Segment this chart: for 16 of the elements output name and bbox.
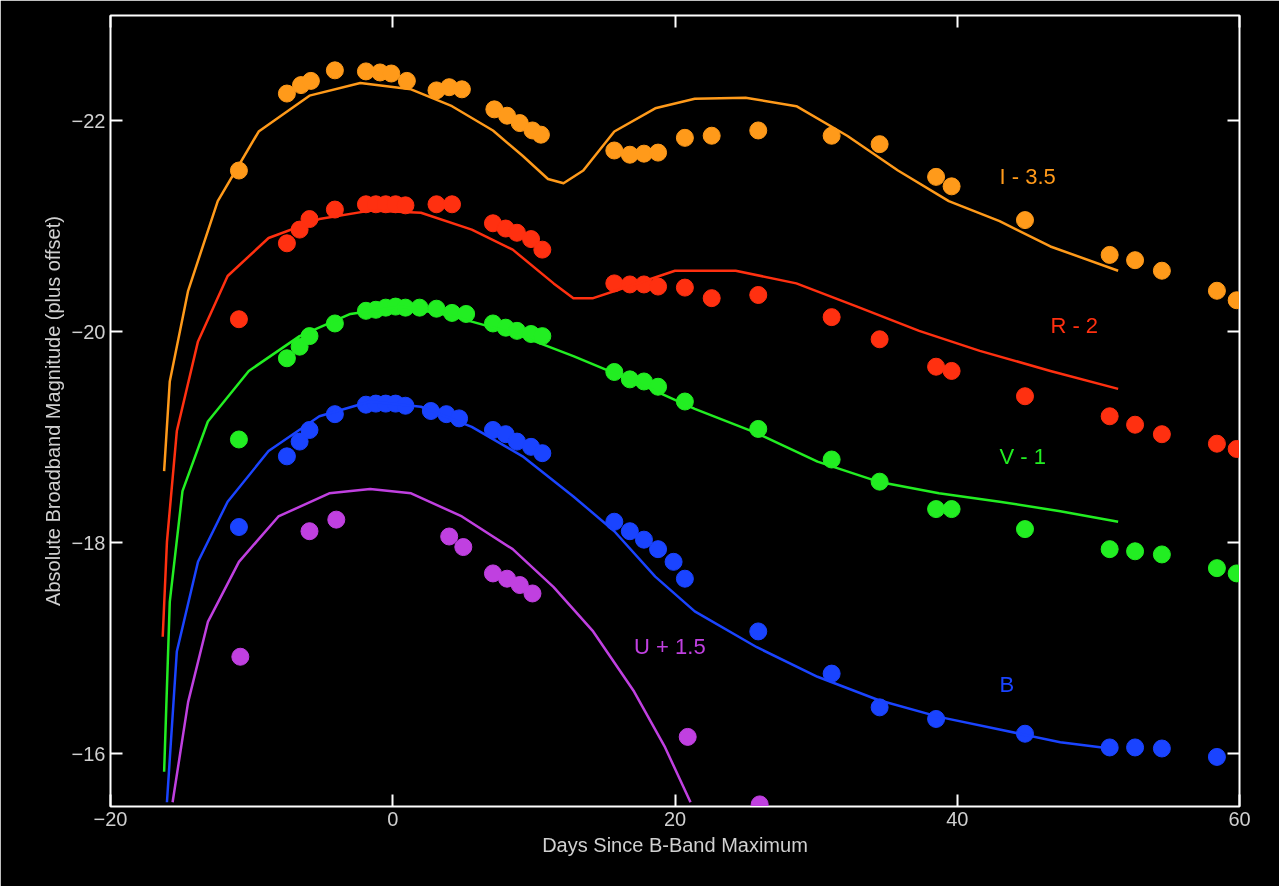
series-label: B	[999, 672, 1015, 698]
series-label: U + 1.5	[634, 634, 706, 660]
y-tick-label: −22	[71, 109, 106, 132]
y-axis-title: Absolute Broadband Magnitude (plus offset)	[41, 216, 64, 606]
x-tick-label: 20	[663, 807, 687, 830]
y-tick-label: −16	[71, 742, 106, 765]
x-tick-label: −20	[93, 807, 128, 830]
x-tick-label: 0	[387, 807, 399, 830]
series-label: V - 1	[999, 444, 1047, 470]
x-tick-label: 60	[1228, 807, 1251, 830]
y-tick-label: −18	[71, 531, 106, 554]
series-label: R - 2	[1050, 313, 1099, 339]
series-label: I - 3.5	[999, 163, 1056, 189]
x-tick-label: 40	[946, 807, 969, 830]
y-tick-label: −20	[71, 320, 106, 343]
x-axis-title: Days Since B-Band Maximum	[542, 833, 808, 856]
